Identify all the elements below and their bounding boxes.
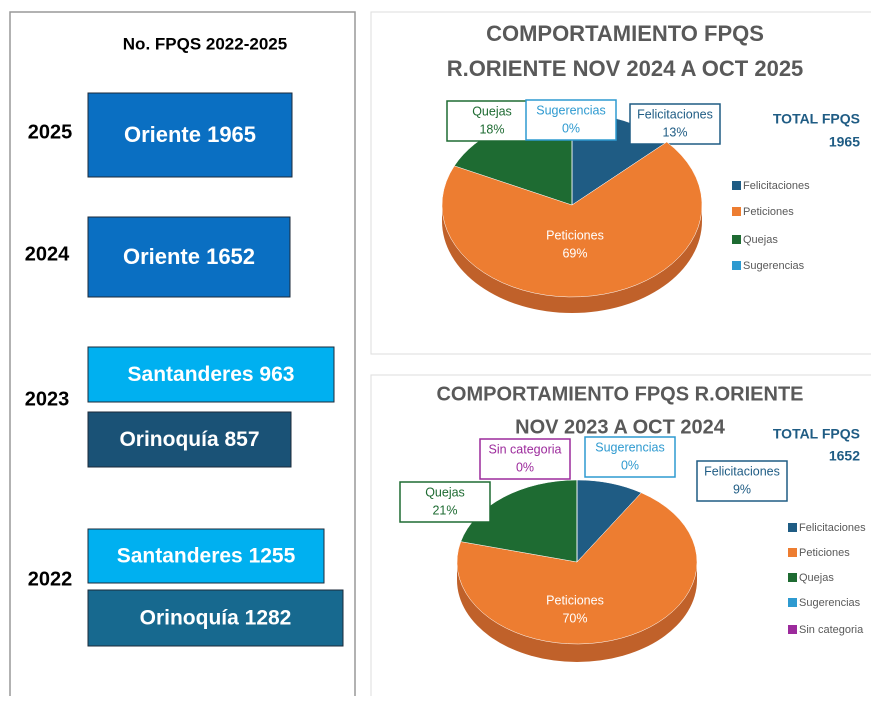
- data-label-name: Peticiones: [546, 228, 604, 242]
- total-label: TOTAL FPQS: [773, 426, 860, 442]
- left-title: No. FPQS 2022-2025: [123, 34, 287, 53]
- legend-label: Sugerencias: [799, 597, 861, 609]
- region-box: [87, 346, 335, 403]
- data-label-name: Sugerencias: [595, 440, 665, 454]
- legend-label: Peticiones: [799, 547, 850, 559]
- region-box: [87, 411, 292, 468]
- legend-swatch: [732, 261, 741, 270]
- data-label-value: 0%: [516, 460, 534, 474]
- data-label-value: 69%: [562, 246, 587, 260]
- legend-swatch: [788, 573, 797, 582]
- data-label-box: [479, 438, 571, 480]
- data-label-value: 0%: [562, 121, 580, 135]
- legend-label: Quejas: [743, 234, 778, 246]
- data-label-name: Sin categoria: [489, 442, 562, 456]
- legend-label: Felicitaciones: [799, 522, 866, 534]
- region-box: [87, 589, 344, 647]
- region-label: Orinoquía 1282: [140, 607, 292, 630]
- legend-label: Sin categoria: [799, 624, 864, 636]
- legend-swatch: [788, 523, 797, 532]
- data-label-box: [399, 481, 491, 523]
- year-label: 2024: [25, 243, 70, 265]
- data-label-box: [446, 100, 538, 142]
- data-label-box: [584, 436, 676, 478]
- data-label-value: 70%: [562, 611, 587, 625]
- data-label-name: Peticiones: [546, 593, 604, 607]
- legend-swatch: [732, 235, 741, 244]
- region-box: [87, 92, 293, 178]
- data-label-name: Felicitaciones: [704, 464, 780, 478]
- chart-title: R.ORIENTE NOV 2024 A OCT 2025: [447, 56, 804, 81]
- pie-slice: [441, 141, 703, 298]
- legend-label: Felicitaciones: [743, 180, 810, 192]
- legend-swatch: [732, 181, 741, 190]
- region-label: Santanderes 963: [128, 363, 295, 386]
- data-label-box: [525, 99, 617, 141]
- legend-label: Quejas: [799, 572, 834, 584]
- data-label-value: 13%: [662, 125, 687, 139]
- data-label-box: [629, 103, 721, 145]
- data-label-value: 18%: [479, 122, 504, 136]
- total-label: TOTAL FPQS: [773, 111, 860, 127]
- pie-slice: [460, 479, 578, 563]
- region-box: [87, 528, 325, 584]
- chart-title: NOV 2023 A OCT 2024: [515, 416, 726, 438]
- region-label: Oriente 1965: [124, 122, 256, 147]
- region-box: [87, 216, 291, 298]
- year-label: 2023: [25, 388, 70, 410]
- pie-slice: [456, 492, 698, 645]
- data-label-name: Felicitaciones: [637, 107, 713, 121]
- year-label: 2022: [28, 568, 73, 590]
- data-label-name: Quejas: [472, 104, 512, 118]
- data-label-value: 21%: [432, 503, 457, 517]
- legend-swatch: [788, 625, 797, 634]
- legend-label: Peticiones: [743, 206, 794, 218]
- total-value: 1652: [829, 448, 860, 464]
- year-label: 2025: [28, 121, 73, 143]
- data-label-value: 0%: [621, 458, 639, 472]
- region-label: Orinoquía 857: [119, 428, 259, 451]
- region-label: Oriente 1652: [123, 244, 255, 269]
- data-label-name: Sugerencias: [536, 103, 606, 117]
- data-label-name: Quejas: [425, 485, 465, 499]
- legend-swatch: [732, 207, 741, 216]
- legend-swatch: [788, 548, 797, 557]
- data-label-box: [696, 460, 788, 502]
- legend-swatch: [788, 598, 797, 607]
- chart-title: COMPORTAMIENTO FPQS R.ORIENTE: [436, 383, 803, 405]
- data-label-value: 9%: [733, 482, 751, 496]
- region-label: Santanderes 1255: [117, 545, 296, 568]
- legend-label: Sugerencias: [743, 260, 805, 272]
- chart-title: COMPORTAMIENTO FPQS: [486, 21, 764, 46]
- total-value: 1965: [829, 134, 860, 150]
